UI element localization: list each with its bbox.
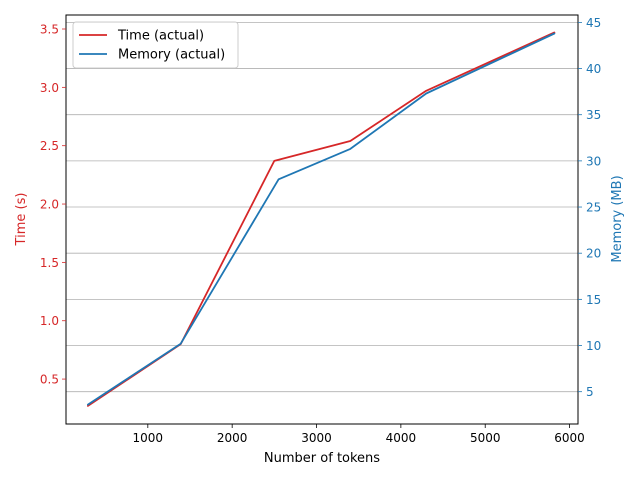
y-left-tick-label: 0.5 (40, 373, 59, 387)
x-tick-label: 5000 (470, 431, 501, 445)
x-tick-label: 3000 (301, 431, 332, 445)
series-line-time (87, 31, 556, 407)
y-right-tick-label: 30 (586, 154, 601, 168)
series-line-memory (87, 32, 556, 406)
legend-box (72, 21, 239, 69)
plot-frame (65, 14, 579, 425)
y-left-tick-label: 3.0 (40, 81, 59, 95)
y-right-tick-label: 20 (586, 247, 601, 261)
x-axis-label: Number of tokens (264, 451, 380, 466)
y-left-tick-label: 2.0 (40, 198, 59, 212)
y-axis-right-label: Memory (MB) (610, 175, 625, 262)
y-left-tick-label: 2.5 (40, 139, 59, 153)
y-axis-left: 0.5 1.0 1.5 2.0 2.5 3.0 3.5 (40, 23, 66, 387)
y-left-tick-label: 1.5 (40, 256, 59, 270)
y-right-tick-label: 15 (586, 293, 601, 307)
x-tick-label: 6000 (554, 431, 585, 445)
y-right-tick-label: 45 (586, 16, 601, 30)
x-axis: 1000 2000 3000 4000 5000 6000 (133, 424, 585, 445)
y-left-tick-label: 1.0 (40, 314, 59, 328)
y-right-tick-label: 25 (586, 201, 601, 215)
y-axis-right: 5 10 15 20 25 30 35 40 45 (578, 16, 601, 399)
x-tick-label: 1000 (133, 431, 164, 445)
legend-label-time: Time (actual) (117, 29, 204, 44)
y-left-tick-label: 3.5 (40, 23, 59, 37)
y-right-tick-label: 5 (586, 385, 594, 399)
x-tick-label: 2000 (217, 431, 248, 445)
grid-lines (66, 21, 578, 393)
y-axis-left-label: Time (s) (14, 193, 29, 247)
y-right-tick-label: 35 (586, 108, 601, 122)
x-tick-label: 4000 (386, 431, 417, 445)
legend-label-memory: Memory (actual) (118, 48, 225, 63)
y-right-tick-label: 10 (586, 339, 601, 353)
y-right-tick-label: 40 (586, 62, 601, 76)
legend: Time (actual) Memory (actual) (72, 21, 239, 69)
series-layer (87, 31, 556, 407)
